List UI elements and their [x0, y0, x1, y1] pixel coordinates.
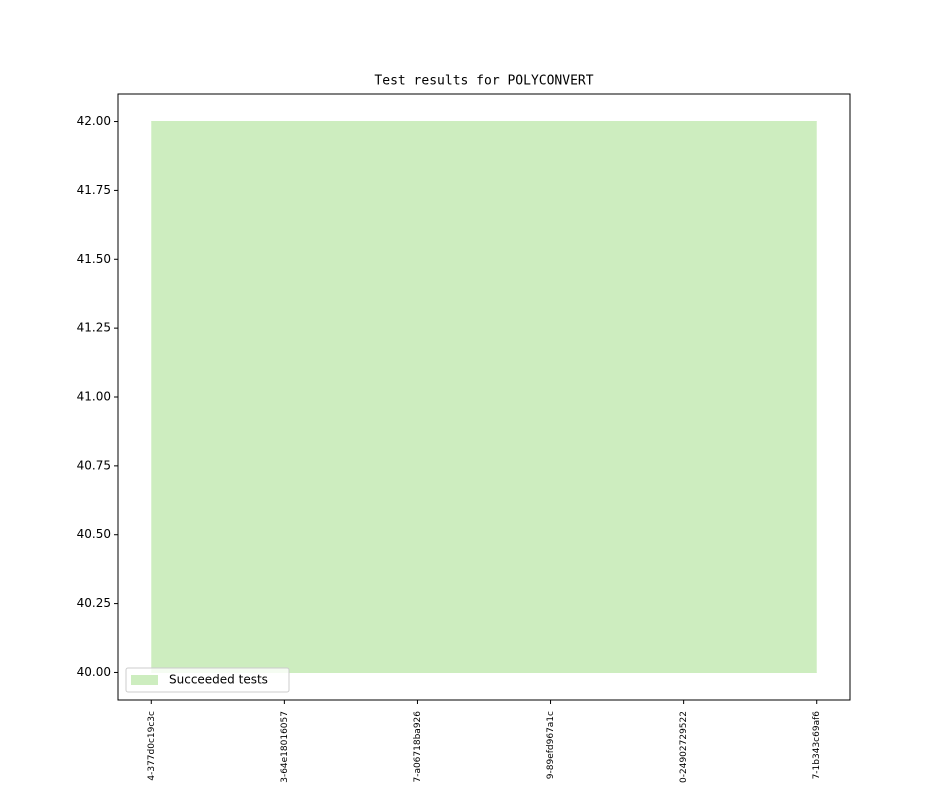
legend: Succeeded tests [125, 667, 290, 693]
y-tick-label: 41.50 [77, 252, 111, 266]
y-tick-label: 41.00 [77, 390, 111, 404]
y-tick-label: 40.75 [77, 458, 111, 472]
area-fill [151, 121, 817, 673]
y-tick-label: 40.00 [77, 665, 111, 679]
legend-swatch [131, 675, 158, 685]
x-tick-label: 9-89efd967a1c [546, 711, 556, 779]
y-tick-label: 40.25 [77, 596, 111, 610]
y-tick-label: 42.00 [77, 114, 111, 128]
x-tick-label: 7-1b343c69af6 [812, 711, 822, 780]
y-tick-label: 41.25 [77, 321, 111, 335]
x-tick-label: 7-a06718ba926 [413, 711, 423, 783]
y-tick-label: 40.50 [77, 527, 111, 541]
y-tick-label: 41.75 [77, 183, 111, 197]
x-tick-label: 3-64e18016057 [280, 711, 290, 783]
legend-frame [125, 667, 290, 693]
x-tick-label: 4-377d0c19c3c [147, 711, 157, 781]
x-tick-label: 0-24902729522 [679, 711, 689, 783]
chart-title: Test results for POLYCONVERT [374, 74, 593, 89]
legend-label: Succeeded tests [169, 673, 268, 687]
